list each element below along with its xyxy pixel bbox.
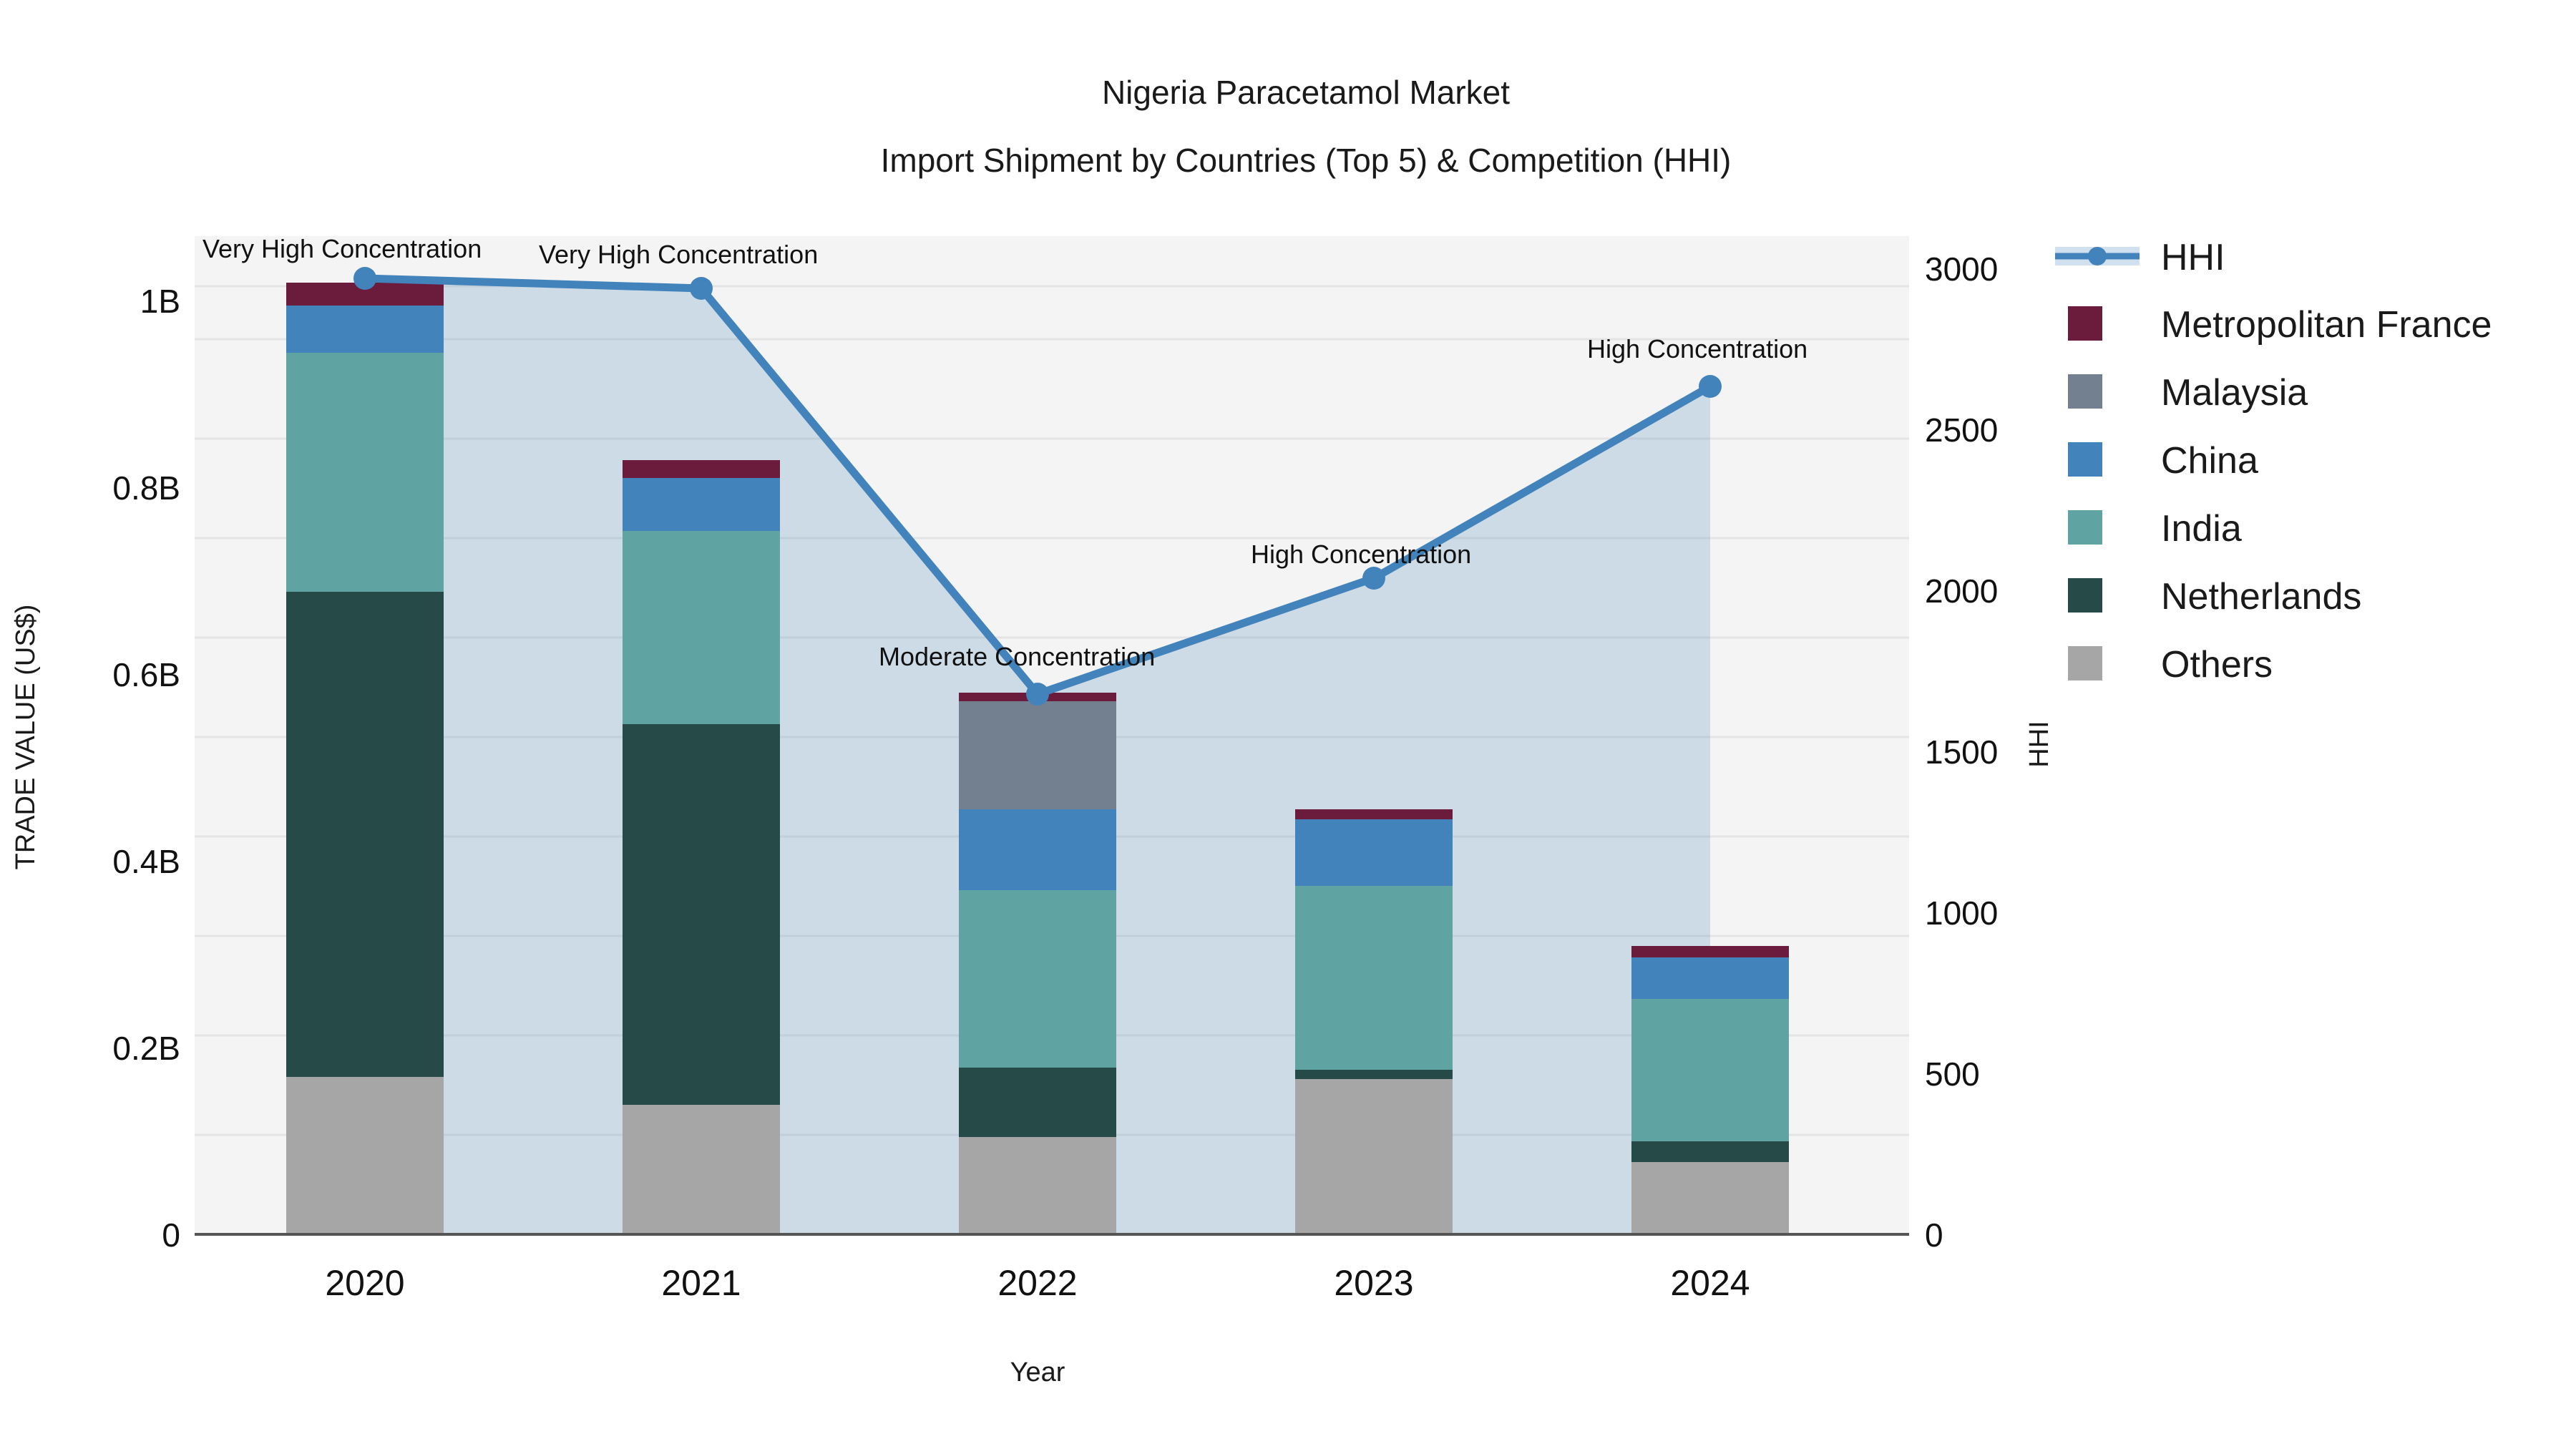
legend-swatch-malaysia	[2068, 374, 2102, 409]
legend-label-china: China	[2161, 440, 2258, 482]
bar-segment-india-2020[interactable]	[286, 353, 444, 592]
y-tick-5: 1B	[140, 283, 180, 320]
y2-tick-0: 0	[1925, 1216, 1943, 1254]
bar-group-2024[interactable]	[1631, 946, 1789, 1234]
bar-group-2023[interactable]	[1295, 809, 1453, 1234]
legend-item-others[interactable]: Others	[2068, 644, 2273, 686]
y2-axis-ticks: 0 500 1000 1500 2000 2500 3000	[1925, 250, 1998, 1254]
y-tick-2: 0.4B	[112, 843, 180, 880]
y-tick-0: 0	[162, 1216, 180, 1254]
x-tick-2022: 2022	[997, 1263, 1077, 1303]
bar-segment-netherlands-2024[interactable]	[1631, 1141, 1789, 1162]
bar-segment-malaysia-2022[interactable]	[959, 701, 1116, 809]
bar-segment-netherlands-2021[interactable]	[623, 724, 780, 1105]
hhi-marker-2022[interactable]	[1026, 683, 1049, 706]
y2-tick-5: 2500	[1925, 411, 1998, 449]
bar-segment-china-2024[interactable]	[1631, 957, 1789, 999]
bar-segment-india-2024[interactable]	[1631, 999, 1789, 1141]
y2-tick-6: 3000	[1925, 250, 1998, 288]
legend-item-china[interactable]: China	[2068, 440, 2258, 482]
chart-title: Nigeria Paracetamol Market	[1102, 74, 1510, 111]
hhi-marker-2021[interactable]	[690, 277, 713, 300]
bar-segment-france-2023[interactable]	[1295, 809, 1453, 819]
legend-label-others: Others	[2161, 644, 2273, 686]
bar-segment-france-2021[interactable]	[623, 460, 780, 478]
bar-segment-others-2021[interactable]	[623, 1105, 780, 1234]
legend-label-india: India	[2161, 508, 2242, 550]
y2-tick-4: 2000	[1925, 572, 1998, 610]
bar-segment-others-2022[interactable]	[959, 1137, 1116, 1234]
bar-segment-netherlands-2023[interactable]	[1295, 1070, 1453, 1079]
bar-group-2022[interactable]	[959, 693, 1116, 1234]
y2-axis-title: HHI	[2024, 721, 2054, 767]
x-tick-2021: 2021	[661, 1263, 741, 1303]
x-axis-ticks: 2020 2021 2022 2023 2024	[325, 1263, 1750, 1303]
bar-segment-china-2021[interactable]	[623, 478, 780, 531]
gridlines	[195, 285, 1909, 1236]
bar-segment-china-2020[interactable]	[286, 306, 444, 353]
legend-label-malaysia: Malaysia	[2161, 372, 2308, 414]
y2-tick-2: 1000	[1925, 894, 1998, 932]
bar-segment-others-2024[interactable]	[1631, 1162, 1789, 1234]
bar-segment-netherlands-2020[interactable]	[286, 592, 444, 1077]
legend-item-india[interactable]: India	[2068, 508, 2242, 550]
legend-label-hhi: HHI	[2161, 237, 2225, 278]
bar-segment-india-2021[interactable]	[623, 531, 780, 724]
x-tick-2023: 2023	[1334, 1263, 1413, 1303]
legend-item-hhi[interactable]: HHI	[2055, 237, 2225, 278]
legend-swatch-others	[2068, 646, 2102, 680]
hhi-marker-2020[interactable]	[353, 267, 376, 290]
legend: HHI Metropolitan France Malaysia China I…	[2055, 237, 2492, 686]
annotation-2021: Very High Concentration	[539, 240, 818, 269]
x-axis-title: Year	[1010, 1357, 1065, 1387]
bar-segment-china-2022[interactable]	[959, 809, 1116, 890]
legend-item-metropolitan-france[interactable]: Metropolitan France	[2068, 304, 2492, 346]
bar-segment-others-2023[interactable]	[1295, 1079, 1453, 1234]
hhi-marker-2023[interactable]	[1362, 567, 1385, 590]
hhi-markers[interactable]	[353, 267, 1722, 706]
legend-marker-hhi	[2088, 247, 2107, 265]
bar-group-2020[interactable]	[286, 283, 444, 1234]
y-tick-3: 0.6B	[112, 656, 180, 693]
bar-segment-netherlands-2022[interactable]	[959, 1068, 1116, 1137]
legend-swatch-metropolitan-france	[2068, 306, 2102, 341]
annotation-2020: Very High Concentration	[203, 234, 482, 263]
legend-swatch-netherlands	[2068, 578, 2102, 613]
bar-segment-india-2022[interactable]	[959, 890, 1116, 1068]
legend-item-netherlands[interactable]: Netherlands	[2068, 576, 2361, 618]
y2-tick-1: 500	[1925, 1055, 1980, 1093]
hhi-marker-2024[interactable]	[1699, 375, 1722, 398]
annotation-2022: Moderate Concentration	[879, 642, 1155, 671]
bar-segment-france-2024[interactable]	[1631, 946, 1789, 957]
legend-swatch-india	[2068, 510, 2102, 545]
y-axis-title: TRADE VALUE (US$)	[11, 605, 41, 870]
bar-segment-india-2023[interactable]	[1295, 886, 1453, 1070]
chart-subtitle: Import Shipment by Countries (Top 5) & C…	[881, 142, 1732, 179]
legend-label-metropolitan-france: Metropolitan France	[2161, 304, 2492, 346]
y-tick-4: 0.8B	[112, 469, 180, 507]
y-axis-ticks: 0 0.2B 0.4B 0.6B 0.8B 1B	[112, 283, 180, 1254]
annotation-2024: High Concentration	[1587, 334, 1807, 364]
legend-swatch-china	[2068, 442, 2102, 477]
bar-segment-china-2023[interactable]	[1295, 819, 1453, 886]
bar-group-2021[interactable]	[623, 460, 780, 1234]
legend-label-netherlands: Netherlands	[2161, 576, 2361, 618]
bar-segment-others-2020[interactable]	[286, 1077, 444, 1234]
y-tick-1: 0.2B	[112, 1030, 180, 1067]
legend-item-malaysia[interactable]: Malaysia	[2068, 372, 2308, 414]
x-tick-2020: 2020	[325, 1263, 404, 1303]
y2-tick-3: 1500	[1925, 733, 1998, 771]
annotation-2023: High Concentration	[1251, 540, 1471, 569]
x-tick-2024: 2024	[1670, 1263, 1750, 1303]
